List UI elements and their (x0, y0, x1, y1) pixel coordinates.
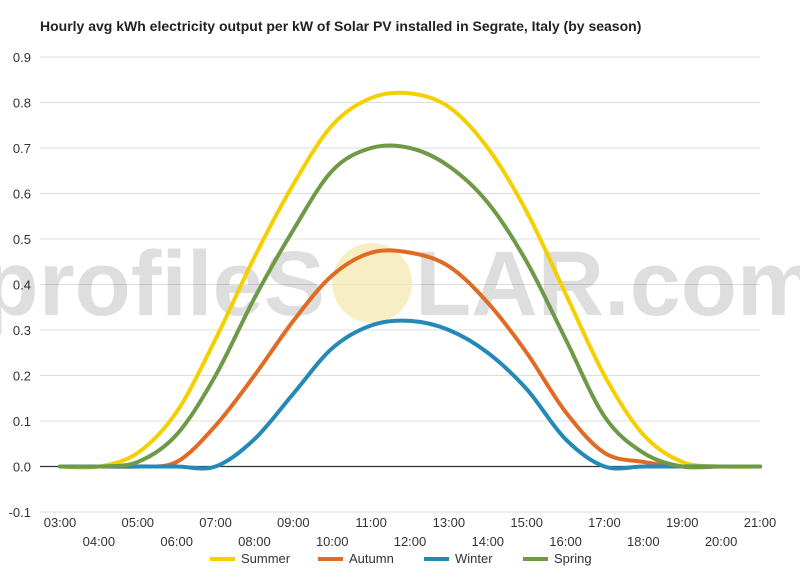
x-tick-label: 15:00 (510, 515, 543, 530)
y-tick-label: 0.2 (13, 369, 31, 384)
series-line-spring (58, 143, 762, 470)
y-tick-label: 0.9 (13, 50, 31, 65)
watermark-text-left: profileS (0, 233, 325, 335)
y-tick-label: 0.1 (13, 414, 31, 429)
chart-title: Hourly avg kWh electricity output per kW… (40, 18, 642, 34)
x-tick-label: 06:00 (160, 534, 193, 549)
x-tick-label: 13:00 (433, 515, 466, 530)
x-tick-label: 14:00 (472, 534, 505, 549)
legend-label-winter: Winter (455, 551, 493, 566)
watermark-sun (332, 243, 412, 323)
series-line-autumn (58, 248, 762, 469)
x-tick-label: 07:00 (199, 515, 232, 530)
x-tick-label: 12:00 (394, 534, 427, 549)
x-tick-label: 08:00 (238, 534, 271, 549)
x-tick-label: 09:00 (277, 515, 310, 530)
x-tick-label: 21:00 (744, 515, 777, 530)
x-tick-label: 03:00 (44, 515, 77, 530)
y-tick-label: 0.3 (13, 323, 31, 338)
y-tick-label: -0.1 (9, 505, 31, 520)
watermark-text-right: LAR.com (415, 233, 800, 335)
x-tick-label: 18:00 (627, 534, 660, 549)
x-tick-label: 19:00 (666, 515, 699, 530)
legend-label-summer: Summer (241, 551, 291, 566)
y-tick-label: 0.0 (13, 460, 31, 475)
legend-label-autumn: Autumn (349, 551, 394, 566)
series-line-summer (58, 90, 762, 470)
x-tick-label: 16:00 (549, 534, 582, 549)
x-tick-label: 17:00 (588, 515, 621, 530)
y-tick-label: 0.7 (13, 141, 31, 156)
series-line-winter (58, 318, 762, 471)
y-tick-label: 0.6 (13, 187, 31, 202)
y-tick-label: 0.5 (13, 232, 31, 247)
x-tick-label: 05:00 (122, 515, 155, 530)
x-tick-label: 11:00 (355, 515, 387, 530)
x-tick-label: 20:00 (705, 534, 738, 549)
y-tick-label: 0.8 (13, 96, 31, 111)
x-tick-label: 04:00 (83, 534, 116, 549)
legend-label-spring: Spring (554, 551, 592, 566)
x-tick-label: 10:00 (316, 534, 349, 549)
y-tick-label: 0.4 (13, 278, 31, 293)
